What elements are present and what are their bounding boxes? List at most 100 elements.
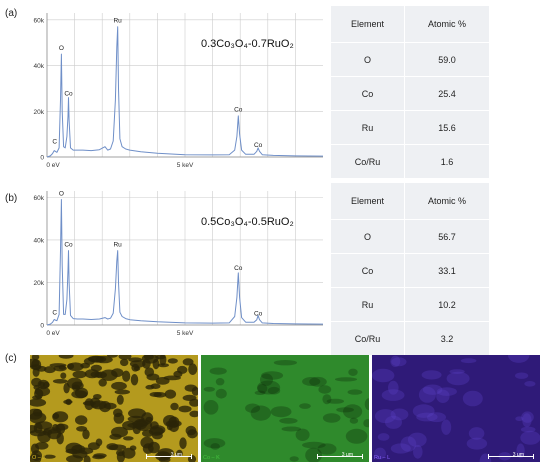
map-speckle	[326, 398, 344, 404]
map-speckle	[322, 413, 341, 423]
eds-spectrum-a: 0 20k 40k 60k 0 eV 5 keV C O Co Ru Co Co 0.3Co₃O₄-0.…	[25, 5, 330, 175]
element-map-cobalt: Co – K 3 μm	[201, 355, 369, 462]
eds-spectrum-b-svg: 0 20k 40k 60k 0 eV 5 keV C O Co Ru Co Co 0.5Co₃O₄-0.…	[25, 183, 330, 343]
map-speckle	[343, 404, 363, 419]
map-speckle	[421, 370, 442, 380]
map-speckle	[302, 441, 326, 449]
map-speckle	[317, 443, 337, 455]
table-cell-value: 59.0	[404, 42, 490, 77]
map-speckle	[130, 374, 139, 386]
panel-label-a: (a)	[5, 8, 18, 19]
map-speckle	[210, 443, 220, 450]
table-cell-element: Co/Ru	[329, 144, 406, 179]
map-speckle	[507, 355, 530, 363]
map-speckle	[74, 387, 89, 399]
table-row: Co/Ru 3.2	[329, 321, 490, 356]
map-speckle	[215, 378, 225, 386]
map-speckle	[374, 447, 386, 460]
map-speckle	[345, 428, 368, 444]
map-speckle	[413, 444, 423, 459]
map-speckle	[377, 433, 390, 441]
map-speckle	[120, 358, 129, 367]
x-tick-label: 0 eV	[46, 162, 60, 169]
map-speckle	[203, 400, 219, 415]
map-speckle	[189, 410, 198, 418]
scale-bar-label: 3 μm	[170, 452, 182, 458]
map-speckle	[522, 413, 532, 428]
peak-label: Co	[254, 142, 263, 149]
map-speckle	[322, 394, 332, 405]
y-tick-label: 0	[40, 155, 44, 162]
panel-label-c: (c)	[5, 353, 17, 364]
x-tick-label: 5 keV	[177, 162, 194, 169]
map-speckle	[30, 429, 47, 437]
scale-bar-label: 3 μm	[512, 452, 524, 458]
map-speckle	[111, 381, 127, 391]
map-speckle	[129, 360, 146, 368]
composition-table-a: Element Atomic % O 59.0 Co 25.4 Ru 15.6 …	[329, 5, 490, 179]
map-speckle	[63, 399, 73, 405]
map-speckle	[381, 389, 405, 401]
map-speckle	[516, 443, 525, 459]
map-speckle	[144, 367, 155, 377]
map-speckle	[122, 420, 137, 431]
map-speckle	[173, 370, 183, 378]
map-speckle	[121, 447, 136, 459]
map-speckle	[155, 377, 170, 385]
map-speckle	[245, 403, 261, 413]
map-speckle	[100, 369, 118, 381]
map-speckle	[114, 389, 130, 395]
map-speckle	[318, 385, 332, 394]
map-speckle	[209, 367, 227, 375]
table-cell-element: O	[329, 219, 406, 254]
map-speckle	[58, 355, 74, 359]
map-speckle	[436, 387, 457, 396]
map-speckle	[93, 394, 102, 400]
map-speckle	[188, 363, 198, 375]
table-cell-element: O	[329, 42, 406, 77]
peak-label: O	[59, 190, 64, 197]
map-speckle	[347, 389, 363, 395]
map-speckle	[412, 404, 435, 418]
map-speckle	[30, 398, 47, 407]
map-speckle	[168, 421, 179, 433]
map-background	[201, 355, 369, 462]
map-speckle	[390, 408, 409, 421]
peak-label: Co	[64, 91, 73, 98]
scale-bar	[146, 454, 192, 459]
table-cell-value: 15.6	[404, 110, 490, 145]
map-speckle	[466, 437, 488, 450]
map-background	[372, 355, 540, 462]
table-cell-element: Co	[329, 76, 406, 111]
map-speckle	[441, 419, 452, 435]
peak-label: Ru	[113, 241, 122, 248]
composition-table-b: Element Atomic % O 56.7 Co 33.1 Ru 10.2 …	[329, 182, 490, 356]
table-row: O 59.0	[329, 42, 490, 77]
peak-label: Co	[234, 107, 243, 114]
map-speckle	[134, 419, 153, 431]
x-tick-label: 0 eV	[46, 330, 60, 337]
map-speckle	[92, 454, 105, 460]
table-cell-value: 1.6	[404, 144, 490, 179]
peak-label: C	[52, 309, 57, 316]
map-speckle	[52, 379, 68, 384]
peak-label: O	[59, 45, 64, 52]
scale-bar-label: 3 μm	[341, 452, 353, 458]
map-speckle	[37, 379, 50, 390]
table-cell-value: 56.7	[404, 219, 490, 254]
peak-label: Co	[234, 265, 243, 272]
map-speckle	[153, 392, 167, 398]
map-speckle	[52, 413, 60, 419]
map-speckle	[267, 386, 281, 395]
map-speckle	[36, 365, 47, 372]
map-speckle	[364, 398, 369, 411]
map-speckle	[42, 454, 56, 459]
y-tick-label: 0	[40, 323, 44, 330]
map-caption: O – K	[32, 455, 47, 461]
map-speckle	[462, 390, 483, 407]
map-speckle	[122, 370, 131, 382]
map-speckle	[191, 386, 198, 396]
element-map-ruthenium: Ru – L 3 μm	[372, 355, 540, 462]
eds-spectrum-a-svg: 0 20k 40k 60k 0 eV 5 keV C O Co Ru Co Co 0.3Co₃O₄-0.…	[25, 5, 330, 175]
map-speckle	[515, 416, 524, 421]
